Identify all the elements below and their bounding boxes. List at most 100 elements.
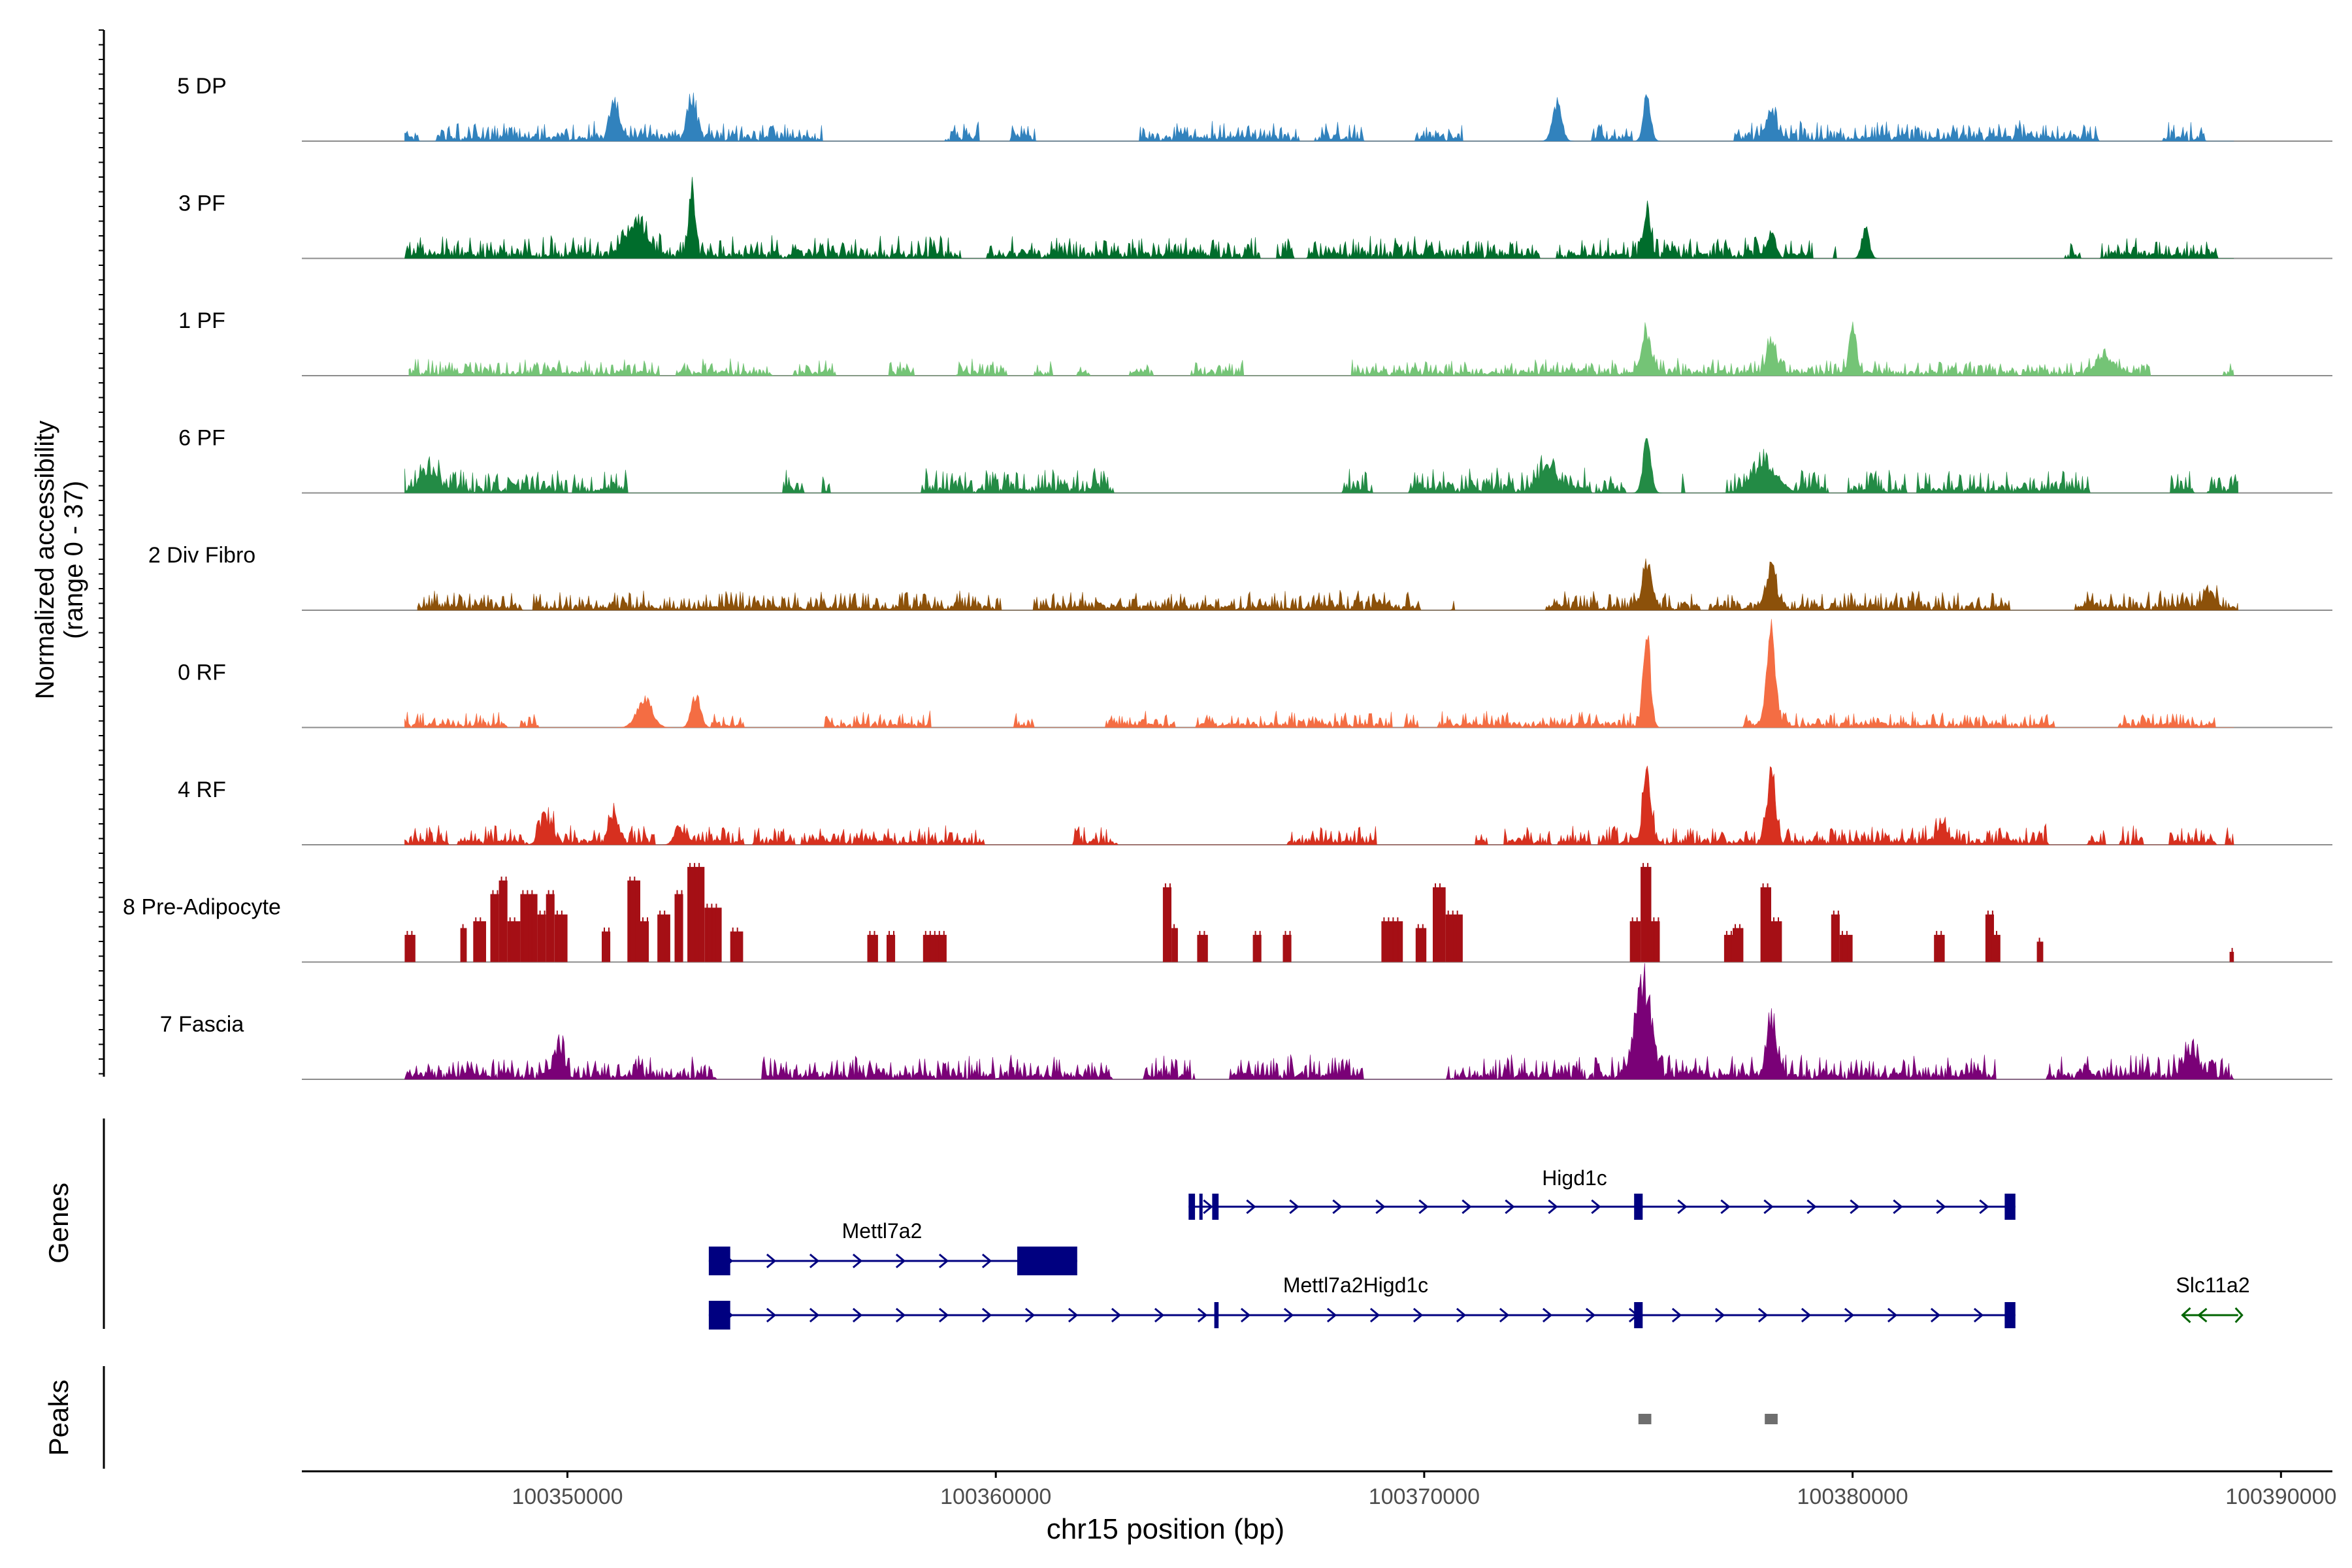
gene-mettl7a2: Mettl7a2	[708, 1219, 1077, 1275]
track-4: 6 PF	[178, 426, 2332, 494]
strand-arrow	[1677, 1199, 1688, 1215]
coverage-block	[867, 934, 878, 962]
exon	[1634, 1302, 1643, 1328]
strand-arrow	[1801, 1307, 1812, 1323]
track-7: 4 RF	[178, 766, 2332, 846]
x-tick-label: 100370000	[1369, 1484, 1480, 1509]
coverage-block	[1381, 921, 1403, 962]
track-3: 1 PF	[178, 308, 2332, 376]
strand-arrow	[1197, 1307, 1208, 1323]
coverage-block	[1771, 921, 1782, 962]
strand-arrow	[1806, 1199, 1817, 1215]
strand-arrow	[1283, 1307, 1294, 1323]
peak-regions	[1638, 1414, 1778, 1424]
track-label: 6 PF	[178, 426, 225, 451]
strand-arrow	[1930, 1307, 1941, 1323]
strand-arrow	[1850, 1199, 1860, 1215]
strand-arrow	[1375, 1199, 1386, 1215]
y-axis-title-line1: Normalized accessibility	[31, 421, 59, 700]
strand-arrow	[1973, 1307, 1984, 1323]
strand-arrow	[1844, 1307, 1855, 1323]
peak-region	[1638, 1414, 1652, 1424]
track-label: 2 Div Fibro	[148, 543, 255, 568]
coverage-panel: Normalized accessibility (range 0 - 37) …	[31, 29, 2332, 1080]
strand-arrow	[1418, 1199, 1429, 1215]
gene-slc11a2: Slc11a2	[2176, 1273, 2250, 1324]
coverage-block	[507, 921, 521, 962]
coverage-block	[404, 934, 416, 962]
coverage-y-axis-ticks	[99, 29, 104, 1075]
track-6: 0 RF	[178, 619, 2332, 728]
coverage-area	[404, 92, 2234, 142]
coverage-block	[1433, 887, 1446, 962]
strand-arrow	[1068, 1307, 1079, 1323]
coverage-block	[473, 921, 486, 962]
coverage-area	[404, 766, 2234, 846]
strand-arrow	[2197, 1307, 2208, 1323]
track-label: 1 PF	[178, 308, 225, 333]
track-label: 8 Pre-Adipocyte	[123, 895, 281, 920]
strand-arrow	[1887, 1307, 1898, 1323]
x-tick-label: 100350000	[512, 1484, 623, 1509]
gene-higd1c: Higd1c	[1188, 1166, 2016, 1220]
exon	[1634, 1194, 1643, 1220]
strand-arrow	[1413, 1307, 1424, 1323]
strand-arrow	[1720, 1199, 1731, 1215]
strand-arrow	[1203, 1199, 1213, 1215]
strand-arrow	[981, 1253, 992, 1269]
strand-arrow	[1585, 1307, 1596, 1323]
coverage-area	[417, 558, 2239, 611]
strand-arrow	[1024, 1307, 1036, 1323]
coverage-block	[1629, 921, 1641, 962]
track-1: 5 DP	[177, 74, 2332, 142]
track-9: 7 Fascia	[160, 963, 2332, 1080]
strand-arrow	[1369, 1307, 1380, 1323]
gene-label: Mettl7a2	[842, 1219, 923, 1243]
strand-arrow	[1456, 1307, 1467, 1323]
exon	[708, 1247, 730, 1275]
exon	[1199, 1194, 1203, 1220]
strand-arrow	[809, 1307, 820, 1323]
strand-arrow	[895, 1307, 906, 1323]
strand-arrow	[1548, 1199, 1558, 1215]
strand-arrow	[766, 1307, 777, 1323]
coverage-block	[1641, 866, 1652, 962]
strand-arrow	[1542, 1307, 1553, 1323]
track-label: 0 RF	[178, 661, 226, 685]
exon	[2004, 1194, 2016, 1220]
strand-arrow	[766, 1253, 777, 1269]
x-axis-ticks: 100350000 100360000 100370000 100380000 1003…	[512, 1471, 2336, 1509]
track-8: 8 Pre-Adipocyte	[123, 862, 2332, 963]
strand-arrow	[852, 1253, 863, 1269]
strand-arrow	[938, 1253, 949, 1269]
genes-panel-label: Genes	[43, 1183, 74, 1264]
coverage-block	[657, 914, 670, 962]
exon	[708, 1301, 730, 1330]
strand-arrow	[938, 1307, 949, 1323]
strand-arrow	[1505, 1199, 1515, 1215]
coverage-block	[1197, 934, 1208, 962]
track-label: 5 DP	[177, 74, 227, 99]
coverage-block	[627, 880, 640, 962]
x-axis-title: chr15 position (bp)	[1047, 1513, 1284, 1545]
strand-arrow	[1893, 1199, 1903, 1215]
peak-region	[1765, 1414, 1778, 1424]
gene-models: Higd1c Mettl7a2 Mettl7a2Higd1c Slc11a2	[708, 1166, 2250, 1330]
strand-arrow	[1714, 1307, 1725, 1323]
track-label: 7 Fascia	[160, 1012, 244, 1037]
strand-arrow	[1671, 1307, 1682, 1323]
strand-arrow	[1332, 1199, 1343, 1215]
peaks-panel-label: Peaks	[43, 1380, 74, 1456]
x-axis: 100350000 100360000 100370000 100380000 1003…	[302, 1470, 2336, 1545]
track-5: 2 Div Fibro	[148, 543, 2332, 611]
strand-arrow	[1111, 1307, 1122, 1323]
exon	[1214, 1302, 1219, 1328]
coverage-block	[1934, 934, 1945, 962]
strand-arrow	[852, 1307, 863, 1323]
x-tick-label: 100380000	[1797, 1484, 1908, 1509]
coverage-block	[1415, 928, 1427, 962]
gene-label: Mettl7a2Higd1c	[1283, 1273, 1428, 1297]
gene-label: Higd1c	[1542, 1166, 1607, 1190]
x-tick-label: 100390000	[2225, 1484, 2336, 1509]
